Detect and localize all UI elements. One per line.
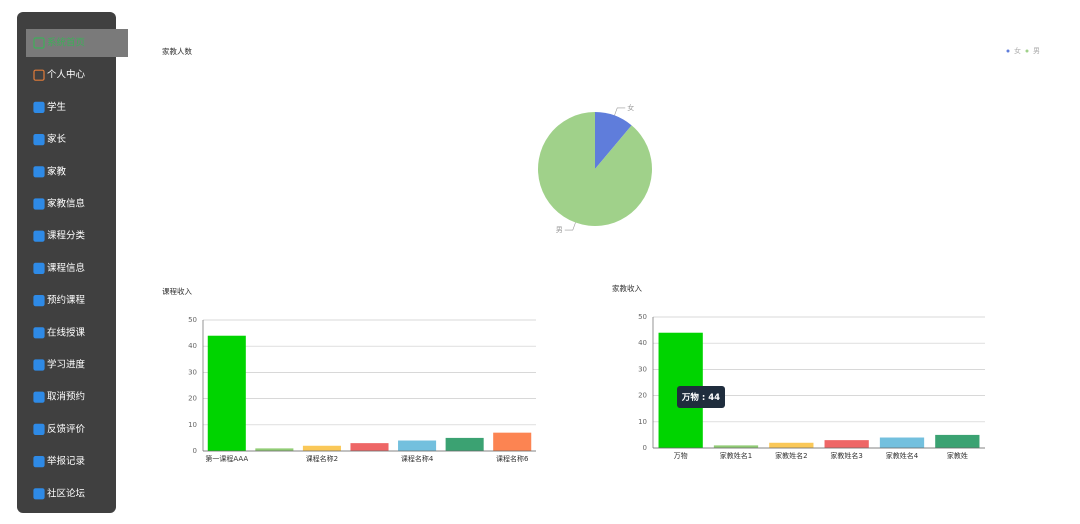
menu-icon	[33, 69, 45, 81]
menu-label: 学习进度	[47, 359, 86, 371]
menu-label: 学生	[47, 101, 67, 113]
menu-item[interactable]: 家长	[33, 133, 67, 146]
menu-label: 家长	[47, 133, 67, 145]
x-tick-label: 课程名称2	[306, 454, 338, 463]
menu-item[interactable]: 家教信息	[33, 198, 85, 210]
x-tick-label: 家教姓名3	[830, 451, 862, 460]
tooltip: 万物 : 44	[681, 392, 720, 403]
y-tick-label: 20	[188, 395, 197, 403]
menu-label: 课程信息	[47, 262, 85, 274]
y-tick-label: 20	[638, 392, 647, 400]
y-tick-label: 50	[188, 316, 197, 324]
x-tick-label: 课程名称4	[401, 454, 434, 463]
menu-label: 系统首页	[47, 37, 85, 49]
x-tick-label: 家教姓	[947, 451, 968, 460]
legend-swatch	[1006, 49, 1010, 53]
tooltip-bg	[677, 386, 725, 408]
menu-icon	[33, 327, 45, 339]
y-tick-label: 0	[193, 447, 197, 455]
menu-icon	[33, 230, 45, 242]
menu-icon	[33, 488, 45, 500]
label-line	[564, 222, 576, 231]
menu-label: 课程分类	[47, 230, 86, 242]
menu-label: 举报记录	[47, 455, 86, 467]
bar[interactable]	[302, 445, 341, 451]
menu-label: 预约课程	[47, 294, 86, 306]
x-tick-label: 第一课程AAA	[205, 454, 248, 463]
menu-icon	[33, 359, 45, 371]
menu-icon	[33, 391, 45, 403]
bar[interactable]	[713, 445, 759, 448]
menu-item[interactable]: 社区论坛	[33, 487, 86, 500]
y-tick-label: 10	[188, 421, 197, 429]
pie-slice	[538, 112, 652, 226]
menu-label: 家教信息	[47, 198, 85, 210]
x-tick-label: 课程名称6	[496, 454, 529, 463]
menu-item[interactable]: 课程分类	[33, 230, 86, 242]
bar[interactable]	[398, 440, 437, 451]
pie-slice	[595, 112, 632, 169]
bar[interactable]	[935, 434, 980, 448]
menu-icon	[33, 37, 45, 49]
menu-item[interactable]: 学生	[33, 101, 67, 114]
menu-item[interactable]: 系统首页	[33, 37, 85, 49]
bar[interactable]	[255, 448, 294, 451]
menu-icon	[33, 101, 45, 114]
legend-swatch	[1025, 49, 1029, 53]
x-tick-label: 万物	[674, 451, 688, 460]
slice-label: 女	[627, 103, 634, 112]
slice-label: 男	[556, 226, 563, 234]
y-tick-label: 40	[188, 342, 197, 350]
menu-item[interactable]: 预约课程	[33, 294, 86, 307]
menu: 系统首页个人中心学生家长家教家教信息课程分类课程信息预约课程在线授课学习进度取消…	[33, 37, 86, 500]
bar[interactable]	[769, 442, 814, 448]
menu-label: 取消预约	[47, 391, 85, 403]
y-tick-label: 10	[638, 418, 647, 426]
bar[interactable]	[445, 437, 484, 451]
menu-icon	[33, 198, 45, 210]
menu-label: 反馈评价	[47, 423, 86, 435]
menu-item[interactable]: 个人中心	[33, 69, 86, 81]
menu-label: 社区论坛	[47, 487, 86, 499]
bar[interactable]	[350, 443, 389, 451]
menu-item[interactable]: 取消预约	[33, 391, 85, 403]
bar[interactable]	[879, 437, 925, 448]
y-tick-label: 0	[643, 444, 647, 452]
menu-item[interactable]: 反馈评价	[33, 423, 86, 435]
menu-item[interactable]: 学习进度	[33, 359, 86, 371]
menu-icon	[33, 262, 45, 274]
menu-label: 在线授课	[47, 326, 86, 338]
chart-title: 课程收入	[162, 286, 192, 296]
y-tick-label: 40	[638, 339, 647, 347]
chart-title: 家教收入	[612, 283, 642, 293]
menu-icon	[33, 134, 45, 146]
bar[interactable]	[493, 432, 532, 451]
active-menu-bg	[26, 29, 128, 57]
menu-icon	[33, 166, 45, 178]
menu-item[interactable]: 课程信息	[33, 262, 85, 274]
menu-item[interactable]: 家教	[33, 165, 67, 178]
x-tick-label: 家教姓名4	[886, 451, 919, 460]
bar[interactable]	[207, 335, 246, 451]
x-tick-label: 家教姓名2	[775, 451, 807, 460]
legend-label: 男	[1033, 47, 1040, 55]
x-tick-label: 家教姓名1	[720, 451, 752, 460]
y-tick-label: 50	[638, 313, 647, 321]
y-tick-label: 30	[188, 368, 197, 376]
legend-label: 女	[1014, 46, 1021, 55]
menu-label: 家教	[47, 165, 67, 177]
chart-title: 家教人数	[162, 46, 192, 56]
label-line	[614, 107, 626, 116]
menu-label: 个人中心	[47, 69, 86, 81]
bar[interactable]	[824, 440, 869, 448]
menu-item[interactable]: 举报记录	[33, 455, 86, 468]
menu-icon	[33, 295, 45, 307]
y-tick-label: 30	[638, 365, 647, 373]
menu-icon	[33, 423, 45, 435]
menu-item[interactable]: 在线授课	[33, 326, 86, 339]
menu-icon	[33, 456, 45, 468]
